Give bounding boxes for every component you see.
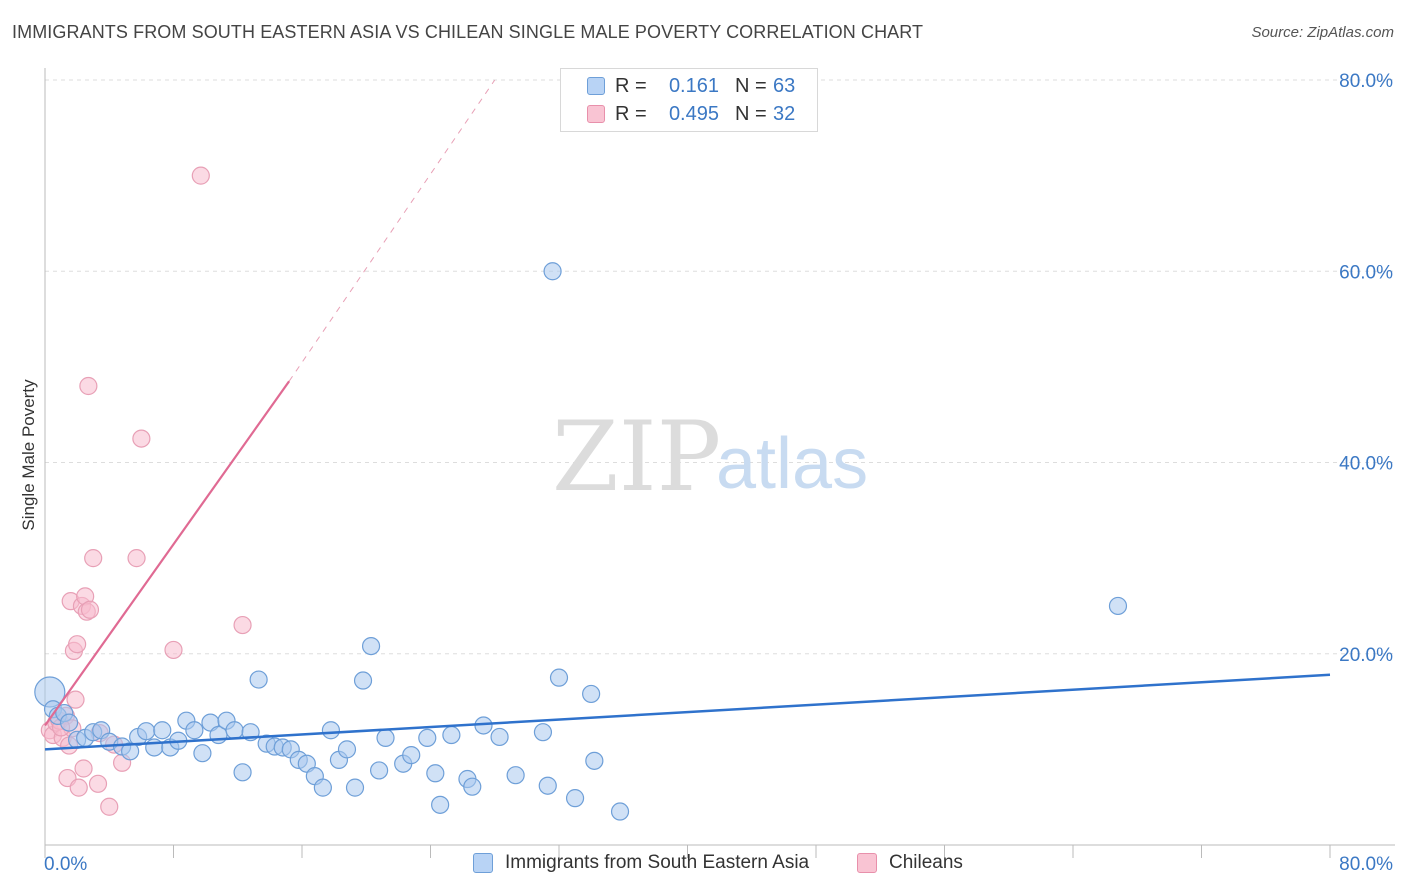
legend-swatch-sea — [587, 77, 605, 95]
sea-point — [506, 766, 525, 785]
sea-point — [490, 727, 509, 747]
legend-n-label: N = — [735, 74, 767, 97]
legend-label-sea: Immigrants from South Eastern Asia — [505, 852, 810, 873]
chileans-point — [132, 429, 151, 448]
sea-point — [345, 778, 365, 797]
sea-point — [193, 744, 212, 763]
sea-point — [549, 668, 569, 687]
sea-point — [321, 721, 341, 740]
legend-swatch-chileans — [857, 853, 877, 873]
x-tick-label-max: 80.0% — [1339, 854, 1393, 875]
chileans-point — [84, 549, 103, 568]
legend-n-value-chileans: 32 — [773, 102, 796, 125]
gridlines — [45, 79, 1395, 655]
watermark: ZIP atlas — [552, 401, 868, 513]
trend-lines — [44, 79, 1331, 751]
legend-swatch-sea — [473, 853, 493, 873]
legend-r-value-sea: 0.161 — [668, 74, 719, 97]
legend-item-sea[interactable]: Immigrants from South Eastern Asia — [473, 852, 809, 874]
legend-r-label: R = — [615, 74, 647, 97]
stats-legend: R = 0.161 N = 63 R = 0.495 N = 32 — [560, 68, 818, 132]
series-legend: Immigrants from South Eastern Asia Chile… — [0, 852, 1406, 878]
legend-row-sea: R = 0.161 N = 63 — [587, 73, 795, 99]
legend-n-value-sea: 63 — [773, 74, 796, 97]
sea-points — [34, 262, 1128, 821]
watermark-atlas: atlas — [716, 424, 868, 504]
chart-title: IMMIGRANTS FROM SOUTH EASTERN ASIA VS CH… — [12, 22, 924, 42]
chileans-point — [68, 635, 87, 654]
sea-point — [442, 725, 461, 745]
sea-point — [402, 746, 421, 765]
chileans-point — [69, 778, 88, 797]
legend-r-label: R = — [615, 102, 647, 125]
chileans-point — [66, 690, 85, 709]
y-tick-labels: 20.0% 40.0% 60.0% 80.0% — [1339, 71, 1393, 666]
sea-point — [610, 802, 630, 821]
sea-point — [543, 262, 562, 281]
chileans-point — [100, 797, 119, 816]
sea-point — [418, 728, 437, 748]
sea-point — [353, 671, 373, 690]
sea-point — [376, 728, 395, 748]
sea-point — [431, 795, 450, 814]
sea-point — [233, 763, 252, 782]
chileans-point — [191, 166, 210, 185]
source-label: Source: ZipAtlas.com — [1251, 24, 1394, 41]
sea-point — [249, 670, 268, 689]
sea-point — [121, 742, 140, 761]
sea-point — [565, 789, 585, 808]
sea-point — [538, 776, 557, 795]
sea-point — [463, 777, 482, 796]
sea-point — [337, 740, 357, 759]
sea-point — [153, 721, 172, 740]
chileans-point — [79, 376, 98, 396]
sea-point — [225, 721, 244, 740]
legend-n-label: N = — [735, 102, 767, 125]
sea-point — [59, 713, 79, 732]
y-axis-label: Single Male Poverty — [19, 379, 38, 531]
y-tick-label: 60.0% — [1339, 262, 1393, 283]
y-tick-label: 20.0% — [1339, 645, 1393, 666]
sea-point — [533, 723, 553, 742]
legend-item-chileans[interactable]: Chileans — [857, 852, 963, 874]
watermark-zip: ZIP — [552, 401, 721, 513]
x-tick-label-min: 0.0% — [44, 854, 87, 875]
sea-point — [185, 721, 204, 740]
chileans-trend-line — [44, 380, 291, 727]
sea-point — [585, 751, 604, 770]
sea-trend-line — [44, 673, 1331, 751]
chileans-point — [164, 640, 183, 660]
sea-point — [137, 722, 156, 741]
chileans-point — [88, 774, 108, 793]
legend-swatch-chileans — [587, 105, 605, 123]
legend-label-chileans: Chileans — [889, 852, 963, 873]
sea-point — [361, 636, 381, 656]
chileans-trend-extension — [288, 79, 496, 382]
chileans-point — [74, 759, 93, 778]
sea-point — [1108, 596, 1128, 616]
sea-point — [370, 761, 389, 780]
y-tick-label: 40.0% — [1339, 454, 1393, 475]
axes — [44, 68, 1395, 858]
sea-point — [313, 778, 332, 797]
sea-point — [426, 764, 445, 783]
chileans-point — [233, 615, 252, 635]
legend-r-value-chileans: 0.495 — [668, 102, 719, 125]
sea-point — [582, 684, 601, 704]
legend-row-chileans: R = 0.495 N = 32 — [587, 101, 795, 127]
y-tick-label: 80.0% — [1339, 71, 1393, 92]
chileans-point — [127, 549, 146, 568]
chileans-point — [80, 600, 100, 619]
